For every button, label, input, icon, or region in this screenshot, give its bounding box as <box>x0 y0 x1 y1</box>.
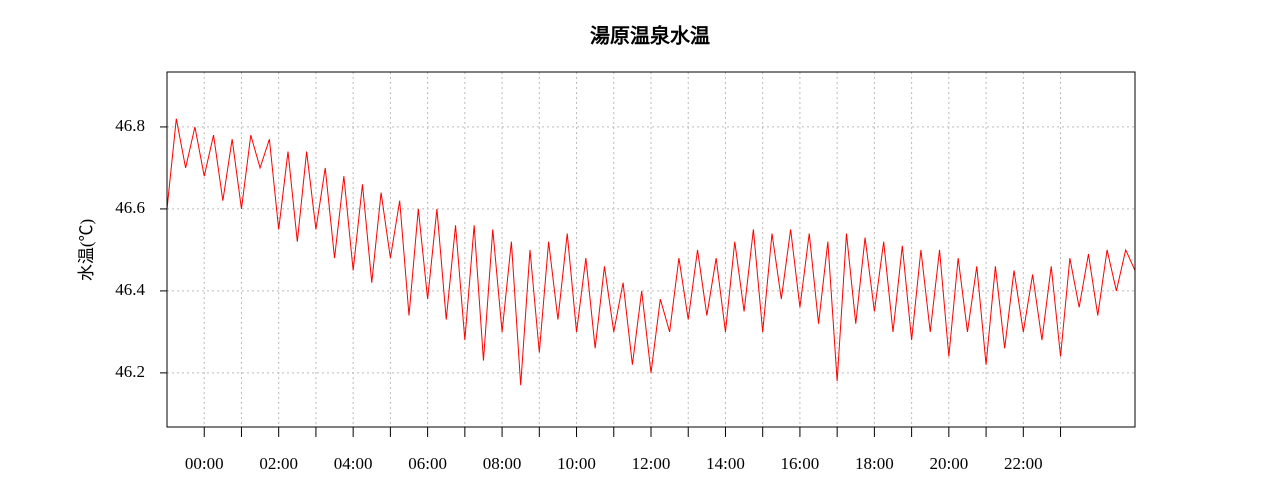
y-tick-label: 46.4 <box>115 280 145 299</box>
x-tick-label: 02:00 <box>259 454 298 473</box>
y-tick-label: 46.6 <box>115 198 145 217</box>
x-tick-label: 20:00 <box>929 454 968 473</box>
x-tick-label: 04:00 <box>334 454 373 473</box>
x-tick-label: 08:00 <box>483 454 522 473</box>
x-tick-label: 10:00 <box>557 454 596 473</box>
x-tick-label: 14:00 <box>706 454 745 473</box>
y-axis-label: 水温(℃) <box>77 219 96 281</box>
y-tick-label: 46.2 <box>115 362 145 381</box>
x-tick-label: 06:00 <box>408 454 447 473</box>
x-tick-label: 00:00 <box>185 454 224 473</box>
x-tick-label: 16:00 <box>781 454 820 473</box>
data-line <box>166 118 1136 386</box>
x-tick-label: 18:00 <box>855 454 894 473</box>
chart-title: 湯原温泉水温 <box>590 24 710 48</box>
plot-frame <box>166 71 1136 428</box>
y-tick-label: 46.8 <box>115 116 145 135</box>
x-tick-label: 22:00 <box>1004 454 1043 473</box>
x-tick-label: 12:00 <box>632 454 671 473</box>
